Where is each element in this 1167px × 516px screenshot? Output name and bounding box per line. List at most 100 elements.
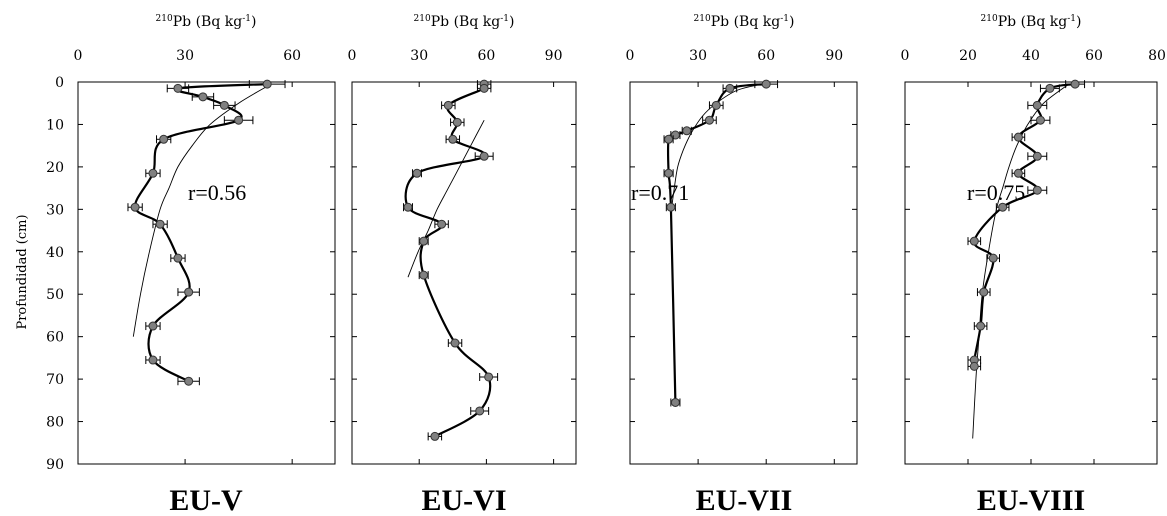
x-tick-label: 40 — [1022, 48, 1040, 64]
data-point — [1045, 83, 1055, 93]
data-point — [148, 355, 158, 365]
data-point — [430, 431, 440, 441]
data-point — [969, 236, 979, 246]
data-point — [159, 134, 169, 144]
plot-3: 0 30 60 90 — [626, 48, 858, 465]
panel-eu-vii: EU-VII 210Pb (Bq kg-1) — [694, 14, 795, 516]
y-tick-label: 10 — [46, 117, 64, 133]
panel-eu-v: EU-V 210Pb (Bq kg-1) — [156, 14, 257, 516]
data-point — [761, 79, 771, 89]
panel-title: EU-VIII — [977, 484, 1085, 516]
plot-frame — [629, 81, 858, 465]
data-point — [682, 126, 692, 136]
x-tick-label: 30 — [689, 48, 707, 64]
data-point — [155, 219, 165, 229]
x-tick-label: 60 — [1085, 48, 1103, 64]
x-axis-title: 210Pb (Bq kg-1) — [694, 14, 795, 30]
x-tick-label: 60 — [283, 48, 301, 64]
y-tick-label: 20 — [46, 160, 64, 176]
correlation-label: r=0.56 — [188, 180, 246, 205]
x-tick-label: 30 — [176, 48, 194, 64]
x-tick-label: 90 — [545, 48, 563, 64]
data-point — [234, 115, 244, 125]
x-tick-label: 0 — [348, 48, 357, 64]
data-point — [403, 202, 413, 212]
data-point — [979, 287, 989, 297]
x-tick-label: 30 — [410, 48, 428, 64]
x-axis-title: 210Pb (Bq kg-1) — [981, 14, 1082, 30]
x-tick-label: 90 — [825, 48, 843, 64]
data-point — [666, 202, 676, 212]
data-point — [725, 83, 735, 93]
data-point — [1032, 185, 1042, 195]
y-tick-label: 80 — [46, 415, 64, 431]
x-tick-label: 60 — [757, 48, 775, 64]
y-tick-label: 0 — [55, 75, 64, 91]
x-tick-label: 0 — [74, 48, 83, 64]
data-point — [1070, 79, 1080, 89]
plot-frame — [351, 81, 577, 465]
y-axis-label: Profundidad (cm) — [15, 214, 30, 329]
plot-frame — [77, 81, 336, 465]
x-tick-label: 0 — [626, 48, 635, 64]
x-tick-label: 80 — [1148, 48, 1166, 64]
data-point — [219, 100, 229, 110]
measured-line — [404, 83, 492, 438]
data-point — [448, 134, 458, 144]
data-point — [998, 202, 1008, 212]
plot-frame — [904, 81, 1158, 465]
panel-title: EU-V — [169, 484, 243, 516]
data-point — [443, 100, 453, 110]
data-point — [1032, 100, 1042, 110]
data-point — [450, 338, 460, 348]
x-tick-label: 20 — [959, 48, 977, 64]
data-point — [262, 79, 272, 89]
data-point — [475, 406, 485, 416]
panel-eu-viii: EU-VIII 210Pb (Bq kg-1) — [977, 14, 1085, 516]
plot-1: 0 30 60 0 10 20 30 40 50 60 70 80 90 — [46, 48, 336, 473]
measured-line — [972, 83, 1076, 367]
data-point — [148, 168, 158, 178]
data-point — [437, 219, 447, 229]
measured-line — [133, 83, 268, 383]
data-point — [198, 92, 208, 102]
panel-title: EU-VII — [696, 484, 793, 516]
data-point — [184, 287, 194, 297]
panel-eu-vi: EU-VI 210Pb (Bq kg-1) — [414, 14, 515, 516]
x-tick-label: 60 — [477, 48, 495, 64]
y-tick-label: 50 — [46, 287, 64, 303]
fit-curve — [132, 85, 268, 337]
data-point — [184, 376, 194, 386]
data-point — [173, 253, 183, 263]
data-point — [479, 83, 489, 93]
data-point — [1013, 168, 1023, 178]
data-point — [976, 321, 986, 331]
data-point — [988, 253, 998, 263]
data-point — [452, 117, 462, 127]
data-point — [130, 202, 140, 212]
data-point — [484, 372, 494, 382]
x-axis-title: 210Pb (Bq kg-1) — [156, 14, 257, 30]
data-point — [479, 151, 489, 161]
y-tick-label: 40 — [46, 245, 64, 261]
data-point — [148, 321, 158, 331]
y-tick-label: 70 — [46, 372, 64, 388]
plot-4: 0 20 40 60 80 — [901, 48, 1166, 465]
data-point — [711, 100, 721, 110]
data-point — [1035, 115, 1045, 125]
data-point — [419, 270, 429, 280]
correlation-label: r=0.75 — [967, 180, 1025, 205]
x-tick-label: 0 — [901, 48, 910, 64]
data-point — [704, 115, 714, 125]
data-point — [1032, 151, 1042, 161]
data-point — [664, 134, 674, 144]
y-tick-label: 60 — [46, 330, 64, 346]
y-tick-label: 30 — [46, 202, 64, 218]
data-point — [419, 236, 429, 246]
x-axis-title: 210Pb (Bq kg-1) — [414, 14, 515, 30]
fit-curve — [407, 119, 485, 278]
data-point — [664, 168, 674, 178]
data-point — [969, 361, 979, 371]
correlation-label: r=0.71 — [631, 180, 689, 205]
